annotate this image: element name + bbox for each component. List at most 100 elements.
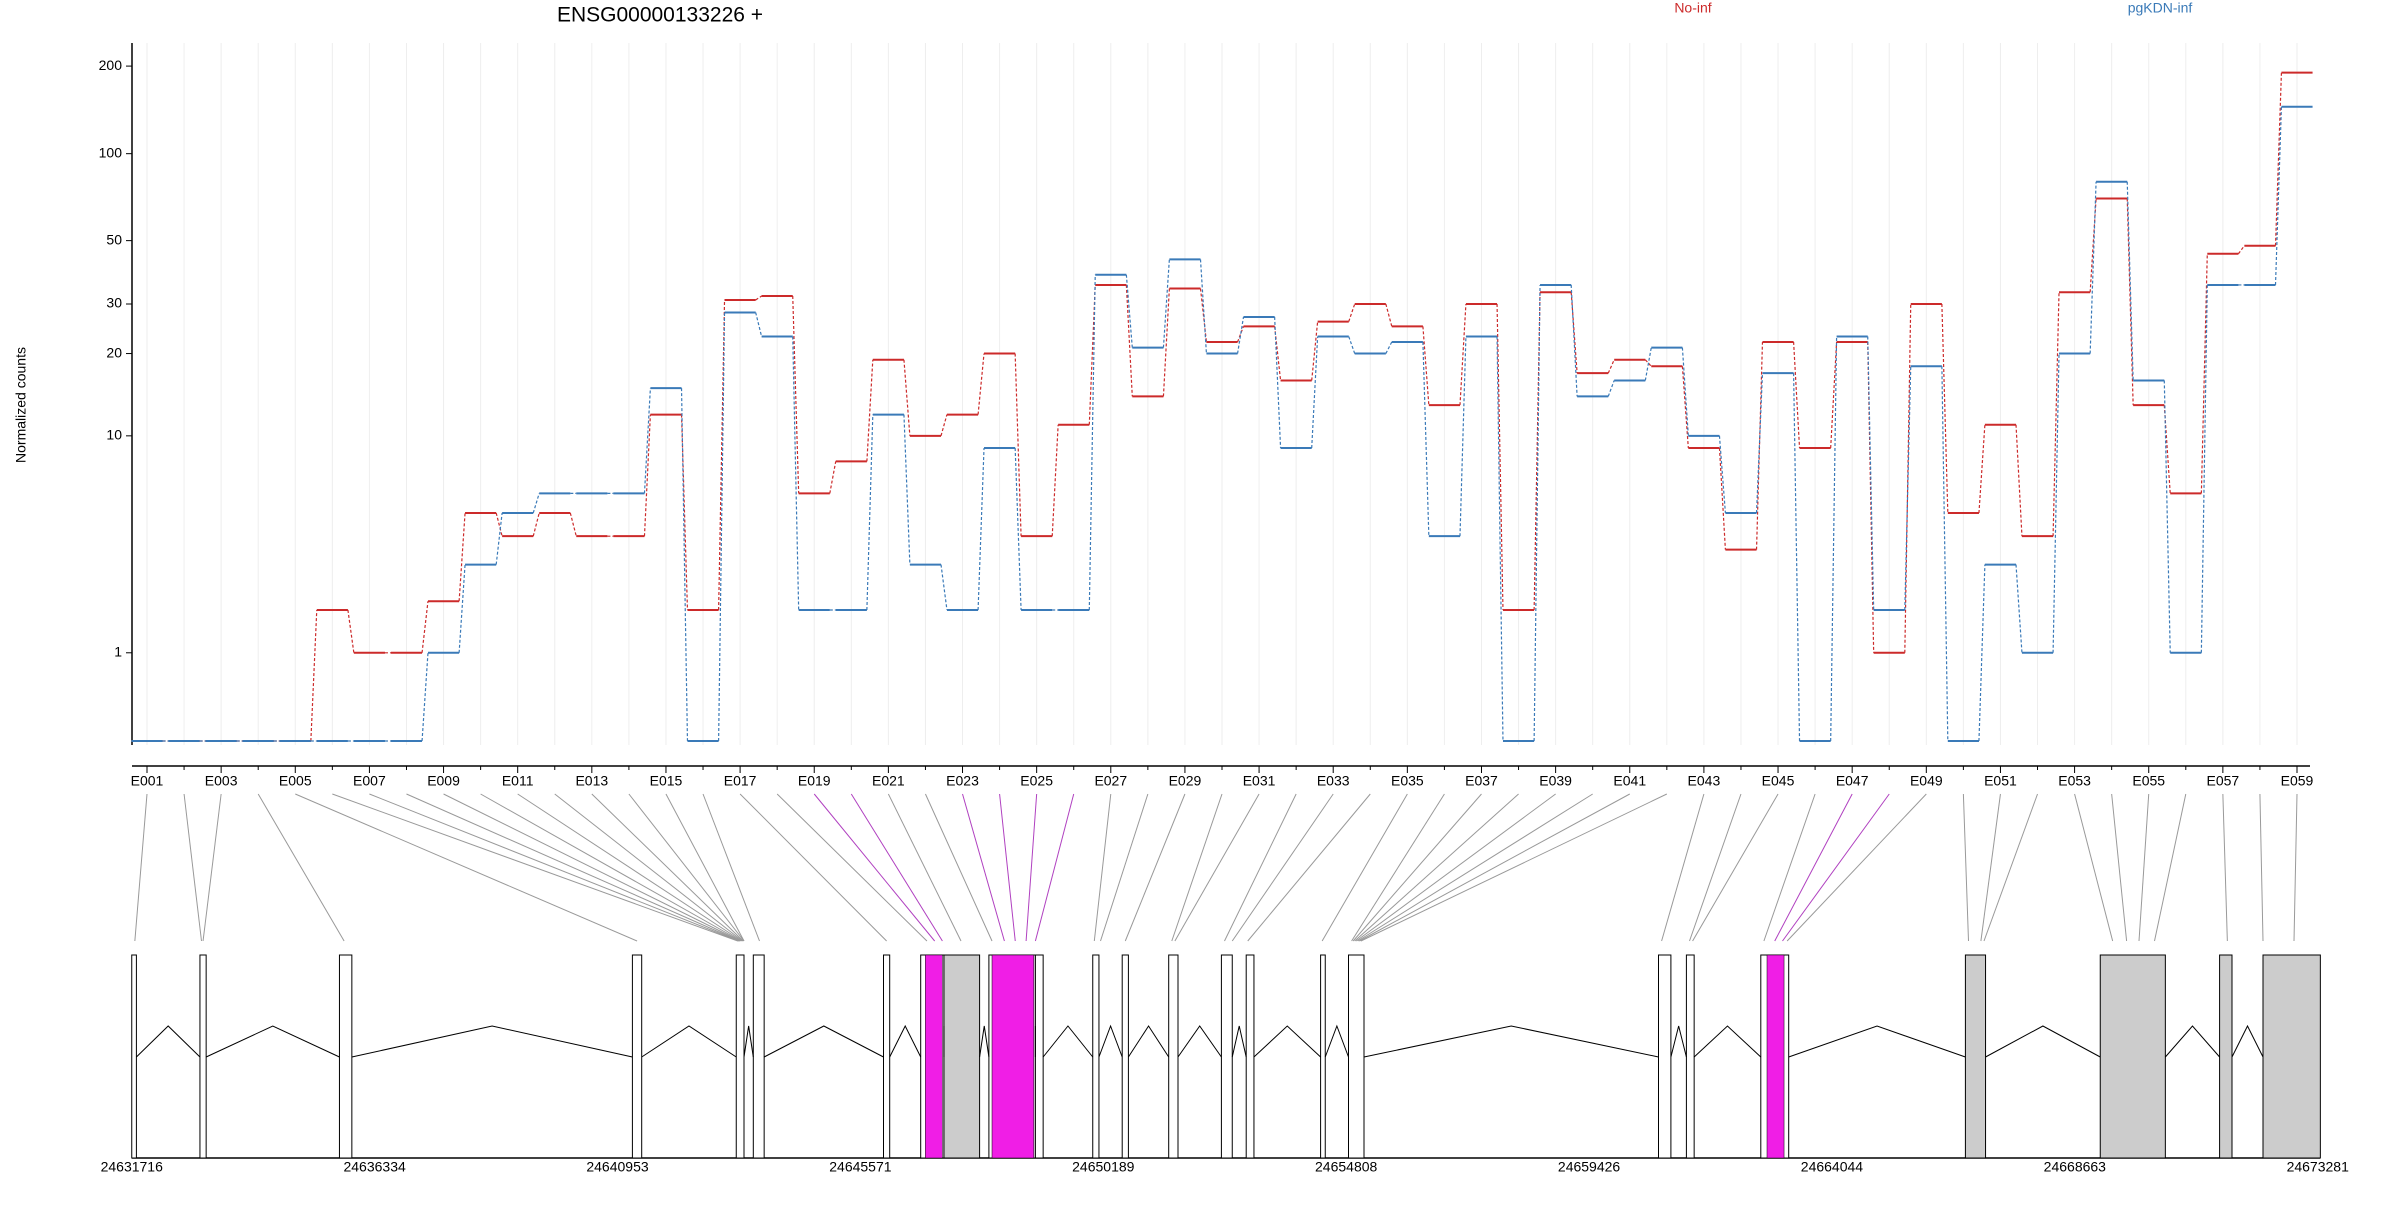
series-connector — [940, 564, 948, 611]
exon-link — [850, 793, 943, 942]
exon-link — [962, 793, 1005, 942]
x-tick-label: E021 — [872, 773, 905, 789]
x-tick-label: E031 — [1243, 773, 1276, 789]
exon-box — [199, 954, 207, 1159]
series-connector — [1422, 341, 1430, 537]
series-connector — [1830, 336, 1838, 742]
exon-box — [2219, 954, 2233, 1159]
genome-tick-label: 24654808 — [1315, 1159, 1378, 1175]
intron — [979, 1025, 990, 1058]
series-connector — [1681, 366, 1689, 449]
series-connector — [1459, 336, 1467, 537]
x-tick-label: E009 — [427, 773, 460, 789]
series-connector — [569, 512, 577, 537]
exon-box — [1034, 954, 1044, 1159]
intron — [2164, 1025, 2220, 1058]
exon-link — [2111, 793, 2128, 942]
exon-box — [1348, 954, 1365, 1159]
series-connector — [1644, 359, 1652, 367]
series-connector — [1718, 435, 1726, 514]
x-tick-label: E051 — [1984, 773, 2017, 789]
series-connector — [1014, 353, 1022, 537]
x-tick-label: E049 — [1910, 773, 1943, 789]
exon-link — [554, 793, 743, 942]
exon-box — [1092, 954, 1100, 1159]
series-connector — [1978, 564, 1986, 742]
series-connector — [2126, 198, 2134, 406]
y-tick-label: 10 — [106, 427, 122, 443]
x-tick-label: E027 — [1094, 773, 1127, 789]
exon-box — [1658, 954, 1672, 1159]
series-connector — [421, 601, 429, 653]
series-connector — [940, 414, 948, 437]
exon-link — [1983, 793, 2038, 942]
series-connector — [1051, 424, 1059, 537]
exon-link — [813, 793, 936, 942]
series-connector — [458, 512, 466, 602]
series-connector — [1311, 336, 1319, 449]
series-connector — [755, 295, 762, 301]
series-connector — [2237, 245, 2245, 255]
genome-tick-label: 24673281 — [2287, 1159, 2350, 1175]
x-tick-label: E007 — [353, 773, 386, 789]
exon-link — [1980, 793, 2001, 942]
series-connector — [1904, 366, 1912, 610]
exon-link — [702, 793, 760, 942]
series-connector — [2015, 564, 2023, 653]
intron — [1231, 1025, 1247, 1058]
exon-box — [338, 954, 353, 1159]
exon-link — [2074, 793, 2114, 942]
exon-link — [591, 793, 744, 942]
exon-link — [1692, 793, 1779, 942]
x-tick-label: E059 — [2281, 773, 2314, 789]
series-connector — [1718, 447, 1726, 550]
genome-tick-label: 24659426 — [1558, 1159, 1621, 1175]
genome-tick-label: 24631716 — [101, 1159, 164, 1175]
intron — [136, 1025, 201, 1058]
exon-link — [257, 793, 345, 942]
exon-link — [776, 793, 928, 942]
series-connector — [2274, 72, 2283, 246]
series-connector — [458, 564, 466, 653]
chart-title: ENSG00000133226 + — [557, 4, 763, 27]
exon-link — [1124, 793, 1186, 942]
exon-link — [2293, 793, 2298, 942]
genome-tick-label: 24664044 — [1801, 1159, 1864, 1175]
intron — [1670, 1025, 1687, 1058]
exon-link — [1689, 793, 1742, 942]
x-tick-label: E041 — [1613, 773, 1646, 789]
series-connector — [866, 359, 874, 462]
intron — [2231, 1024, 2264, 1058]
series-connector — [1385, 341, 1393, 354]
series-connector — [1904, 303, 1912, 653]
x-tick-label: E039 — [1539, 773, 1572, 789]
exon-box — [752, 954, 765, 1159]
exon-box — [631, 954, 643, 1159]
exon-link — [628, 793, 745, 942]
series-connector — [977, 447, 985, 610]
exon-link — [134, 793, 148, 942]
legend-entry: No-inf — [1674, 0, 1711, 16]
exon-link — [1247, 793, 1371, 942]
series-connector — [1125, 274, 1133, 348]
series-connector — [1422, 326, 1430, 406]
series-connector — [1755, 373, 1764, 514]
exon-link — [1359, 793, 1630, 942]
series-connector — [792, 296, 800, 494]
intron — [1042, 1025, 1094, 1058]
exon-box — [1168, 954, 1179, 1159]
exon-link — [1351, 793, 1445, 942]
genome-tick-label: 24668663 — [2044, 1159, 2107, 1175]
x-tick-label: E057 — [2207, 773, 2240, 789]
exon-link — [1360, 793, 1668, 942]
significant-exon — [991, 954, 1035, 1159]
series-connector — [680, 414, 689, 610]
exon-link — [1352, 793, 1482, 942]
series-connector — [1199, 259, 1208, 354]
exon-link — [1093, 793, 1112, 942]
series-connector — [680, 388, 689, 742]
exon-link — [443, 793, 741, 942]
exon-link — [406, 793, 740, 942]
exon-box — [1121, 954, 1129, 1159]
exon-link — [1355, 793, 1556, 942]
